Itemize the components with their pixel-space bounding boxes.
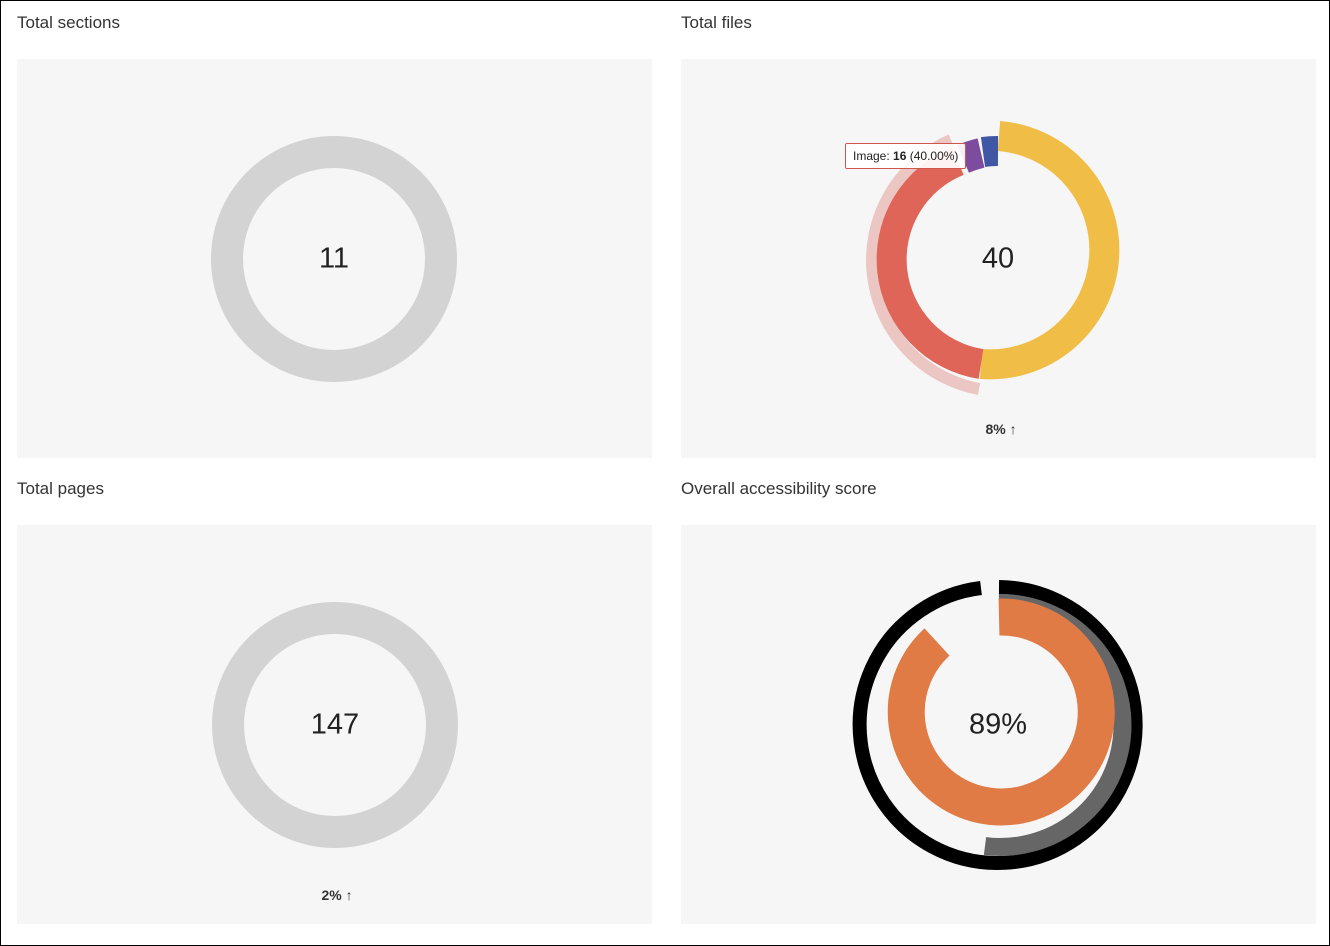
card-title-accessibility-score: Overall accessibility score — [681, 479, 877, 498]
total-pages-value: 147 — [310, 708, 360, 741]
trend-value: 8% — [985, 421, 1006, 437]
total-sections-donut — [211, 136, 457, 382]
chart-tooltip: Image: 16 (40.00%) — [845, 143, 967, 169]
card-title-total-files: Total files — [681, 13, 752, 32]
total-pages-panel: 147 2% ↑ — [17, 525, 652, 924]
total-files-panel: 40 Image: 16 (40.00%) 8% ↑ — [681, 59, 1316, 458]
tooltip-percent: (40.00%) — [906, 149, 959, 163]
total-sections-value: 11 — [318, 242, 350, 275]
tooltip-count: 16 — [893, 149, 907, 163]
total-pages-trend: 2% ↑ — [321, 887, 352, 903]
accessibility-panel: 89% — [681, 525, 1316, 924]
tooltip-label: Image: — [853, 149, 894, 163]
total-files-trend: 8% ↑ — [985, 421, 1016, 437]
trend-value: 2% — [321, 887, 342, 903]
card-title-total-pages: Total pages — [17, 479, 104, 498]
total-pages-donut — [212, 602, 458, 848]
arrow-up-icon: ↑ — [345, 887, 353, 903]
accessibility-radial-chart — [852, 580, 1143, 870]
total-files-value: 40 — [981, 242, 1015, 275]
total-sections-panel: 11 — [17, 59, 652, 458]
accessibility-score-value: 89% — [968, 708, 1028, 741]
arrow-up-icon: ↑ — [1009, 421, 1017, 437]
card-title-total-sections: Total sections — [17, 13, 120, 32]
